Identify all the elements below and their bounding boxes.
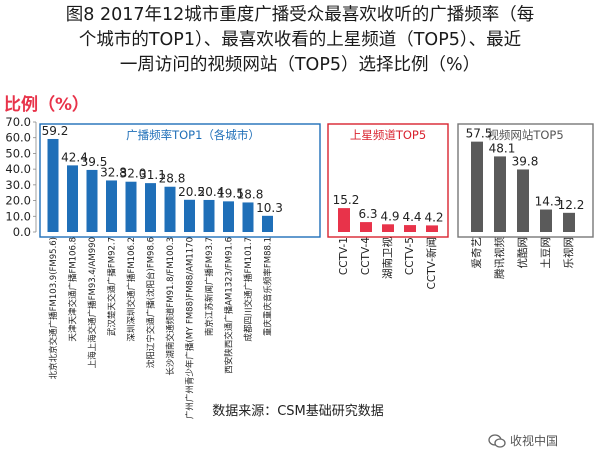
data-label: 31.1 — [139, 168, 166, 182]
data-label: 18.8 — [237, 187, 264, 201]
data-label: 20.4 — [198, 185, 225, 199]
y-tick-label: 20.0 — [5, 194, 31, 208]
data-label: 32.8 — [100, 165, 127, 179]
data-label: 12.2 — [558, 198, 585, 212]
bar — [360, 222, 372, 232]
category-label: 长沙湖南交通频道FM91.8/FM100.3 — [165, 237, 176, 376]
category-label: CCTV-新闻 — [425, 237, 438, 289]
data-label: 57.5 — [466, 127, 493, 141]
data-label: 6.3 — [358, 207, 377, 221]
bar — [86, 169, 98, 232]
bar — [382, 224, 394, 232]
data-label: 39.8 — [512, 154, 539, 168]
y-tick-label: 70.0 — [5, 115, 31, 129]
data-label: 59.2 — [42, 124, 69, 138]
group-frame-2 — [327, 123, 449, 238]
data-label: 39.5 — [81, 155, 108, 169]
category-label: CCTV-4 — [360, 237, 372, 275]
data-label: 4.2 — [424, 210, 443, 224]
title-line-3: 一周访问的视频网站（TOP5）选择比例（%） — [119, 55, 481, 75]
data-label: 14.3 — [535, 195, 562, 209]
y-tick-label: 60.0 — [5, 131, 31, 145]
bar — [494, 156, 506, 232]
bar — [67, 165, 78, 232]
bar — [517, 169, 529, 232]
y-tick-label: 40.0 — [5, 162, 31, 176]
data-label: 19.5 — [217, 186, 244, 200]
bar — [242, 202, 254, 232]
group-frame-3 — [457, 123, 594, 238]
category-label: 成都四川交通广播FM101.7 — [243, 237, 254, 342]
watermark: 收视中国 — [488, 432, 558, 449]
category-label: 西安陕西交通广播AM1323/FM91.6 — [224, 237, 235, 374]
bar — [125, 181, 137, 232]
bar — [471, 141, 483, 232]
bar — [184, 199, 195, 232]
category-label: 腾讯视频 — [493, 237, 506, 279]
title-line-1: 图8 2017年12城市重度广播受众最喜欢收听的广播频率（每 — [65, 5, 535, 25]
category-label: 南京江苏新闻广播FM93.7 — [204, 237, 215, 336]
y-tick-label: 10.0 — [5, 209, 31, 223]
category-label: 沈阳辽宁交通广播(沈阳台)FM98.6 — [146, 237, 157, 368]
data-label: 32.0 — [120, 167, 147, 181]
bar — [563, 212, 575, 232]
category-label: 爱奇艺 — [470, 237, 483, 269]
y-axis-label: 比例（%） — [4, 94, 89, 115]
bar — [106, 180, 117, 232]
category-label: 上海上海交通广播FM93.4/AM990 — [87, 237, 98, 368]
category-label: 乐视网 — [562, 237, 575, 269]
category-label: CCTV-5 — [404, 237, 416, 275]
bar — [223, 201, 234, 232]
category-label: 土豆网 — [539, 237, 552, 269]
group-title: 上星频道TOP5 — [350, 128, 426, 142]
group-title: 广播频率TOP1（各城市） — [126, 128, 260, 142]
bar — [47, 138, 59, 232]
y-tick-label: 0.0 — [13, 225, 31, 239]
data-label: 10.3 — [256, 201, 283, 215]
bar — [404, 225, 416, 232]
category-label: 湖南卫视 — [381, 237, 394, 279]
data-label: 4.4 — [402, 210, 421, 224]
y-tick-label: 50.0 — [5, 146, 31, 160]
title-line-2: 个城市的TOP1）、最喜欢收看的上星频道（TOP5）、最近 — [78, 30, 522, 50]
category-label: CCTV-1 — [338, 237, 350, 275]
category-label: 北京北京交通广播FM103.9(FM95.6) — [48, 237, 59, 379]
category-label: 重庆重庆音乐频率FM88.1 — [263, 237, 274, 336]
category-label: 优酷网 — [516, 237, 529, 269]
bar — [540, 209, 552, 232]
bar — [426, 225, 438, 232]
data-label: 20.5 — [178, 185, 205, 199]
wechat-icon — [488, 433, 506, 448]
data-label: 15.2 — [333, 193, 360, 207]
data-label: 4.9 — [380, 209, 399, 223]
bar — [262, 215, 273, 232]
group-title: 视频网站TOP5 — [487, 128, 563, 142]
watermark-text: 收视中国 — [510, 434, 559, 448]
category-label: 武汉楚天交通广播FM92.7 — [107, 237, 118, 336]
category-label: 深圳深圳交通广播FM106.2 — [126, 237, 137, 342]
category-label: 天津天津交通广播FM106.8 — [68, 237, 79, 342]
bar — [203, 199, 215, 232]
data-label: 42.4 — [61, 150, 88, 164]
source-note: 数据来源：CSM基础研究数据 — [212, 404, 384, 419]
bar — [145, 183, 156, 232]
y-tick-label: 30.0 — [5, 178, 31, 192]
category-label: 广州广州青少年广播(MY FM88)FM88/AM1170 — [185, 237, 196, 419]
data-label: 48.1 — [489, 141, 516, 155]
bar — [164, 186, 176, 232]
group-frame-1 — [39, 123, 321, 238]
bar — [338, 208, 350, 232]
data-label: 28.8 — [159, 172, 186, 186]
